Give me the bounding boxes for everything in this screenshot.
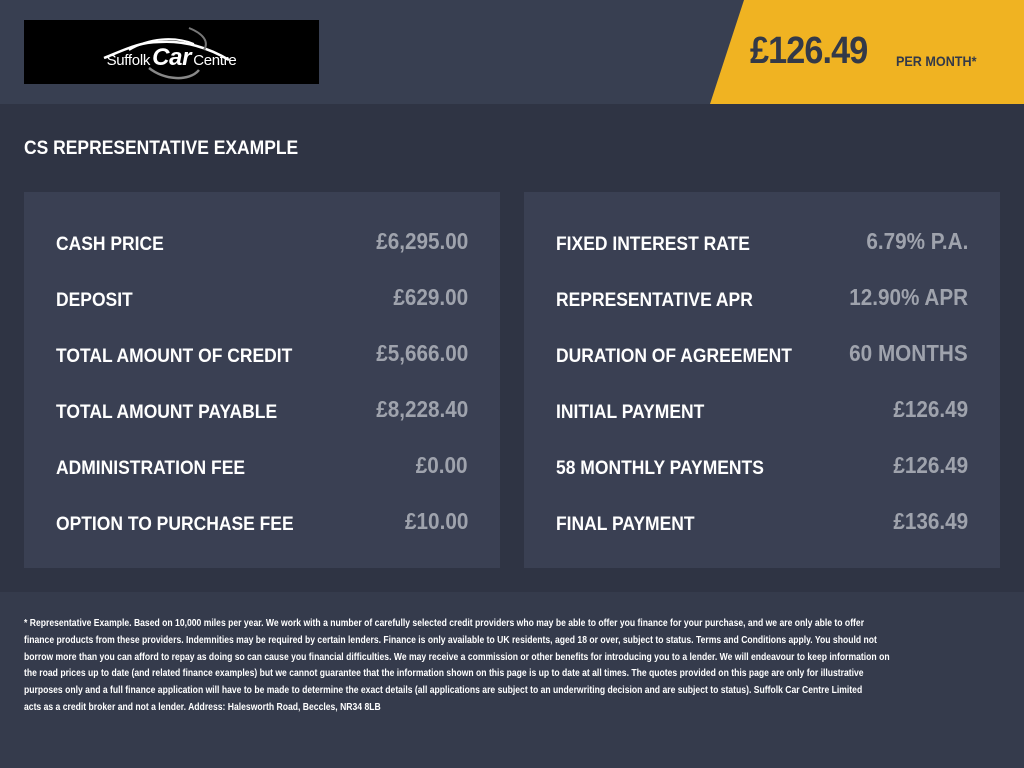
row-value: £5,666.00 xyxy=(375,340,468,366)
disclaimer-line: finance products from these providers. I… xyxy=(24,634,877,646)
row-value: £629.00 xyxy=(393,284,468,310)
monthly-price: £126.49 xyxy=(750,30,868,72)
row-label: TOTAL AMOUNT OF CREDIT xyxy=(56,346,293,367)
logo-text-post: Centre xyxy=(193,52,237,69)
disclaimer-line: borrow more than you can afford to repay… xyxy=(24,651,890,663)
row-value: 6.79% P.A. xyxy=(865,228,968,254)
finance-row: TOTAL AMOUNT OF CREDIT £5,666.00 xyxy=(56,340,468,370)
finance-row: OPTION TO PURCHASE FEE £10.00 xyxy=(56,508,468,538)
finance-row: ADMINISTRATION FEE £0.00 xyxy=(56,452,468,482)
logo-text-pre: Suffolk xyxy=(106,52,151,69)
row-label: INITIAL PAYMENT xyxy=(556,402,705,423)
finance-panel-right: FIXED INTEREST RATE 6.79% P.A. REPRESENTAT… xyxy=(524,192,1000,568)
row-label: FINAL PAYMENT xyxy=(556,514,695,535)
row-label: 58 MONTHLY PAYMENTS xyxy=(556,458,764,479)
disclaimer-line: the road prices up to date (and related … xyxy=(24,668,864,680)
disclaimer-footer: * Representative Example. Based on 10,00… xyxy=(0,592,1024,768)
disclaimer-line: purposes only and a full finance applica… xyxy=(24,685,863,697)
finance-row: CASH PRICE £6,295.00 xyxy=(56,228,468,258)
header: SuffolkCar Centre £126.49 PER MONTH* xyxy=(0,0,1024,104)
row-value: £6,295.00 xyxy=(375,228,468,254)
row-value: £10.00 xyxy=(404,508,468,534)
disclaimer-line: * Representative Example. Based on 10,00… xyxy=(24,618,865,629)
finance-row: REPRESENTATIVE APR 12.90% APR xyxy=(556,284,968,314)
row-label: CASH PRICE xyxy=(56,234,164,255)
finance-row: 58 MONTHLY PAYMENTS £126.49 xyxy=(556,452,968,482)
section-title: CS REPRESENTATIVE EXAMPLE xyxy=(24,138,299,159)
monthly-price-badge: £126.49 PER MONTH* xyxy=(710,0,1024,104)
row-value: 12.90% APR xyxy=(849,284,968,310)
disclaimer-line: acts as a credit broker and not a lender… xyxy=(24,701,381,713)
row-label: ADMINISTRATION FEE xyxy=(56,458,246,479)
finance-row: DEPOSIT £629.00 xyxy=(56,284,468,314)
logo-text: SuffolkCar Centre xyxy=(107,44,237,72)
row-label: DEPOSIT xyxy=(56,290,133,311)
disclaimer-text: * Representative Example. Based on 10,00… xyxy=(24,616,890,717)
finance-row: INITIAL PAYMENT £126.49 xyxy=(556,396,968,426)
logo-text-mid: Car xyxy=(152,44,192,71)
finance-panel-left: CASH PRICE £6,295.00 DEPOSIT £629.00 TOTAL A… xyxy=(24,192,500,568)
row-value: £136.49 xyxy=(893,508,968,534)
row-label: FIXED INTEREST RATE xyxy=(556,234,750,255)
logo[interactable]: SuffolkCar Centre xyxy=(24,20,319,84)
row-value: 60 MONTHS xyxy=(849,340,968,366)
car-swoosh-icon xyxy=(103,27,230,80)
finance-row: TOTAL AMOUNT PAYABLE £8,228.40 xyxy=(56,396,468,426)
finance-row: FINAL PAYMENT £136.49 xyxy=(556,508,968,538)
finance-row: DURATION OF AGREEMENT 60 MONTHS xyxy=(556,340,968,370)
finance-row: FIXED INTEREST RATE 6.79% P.A. xyxy=(556,228,968,258)
row-value: £8,228.40 xyxy=(375,396,468,422)
row-label: OPTION TO PURCHASE FEE xyxy=(56,514,294,535)
row-value: £0.00 xyxy=(416,452,468,478)
row-label: REPRESENTATIVE APR xyxy=(556,290,753,311)
row-label: TOTAL AMOUNT PAYABLE xyxy=(56,402,278,423)
row-label: DURATION OF AGREEMENT xyxy=(556,346,792,367)
row-value: £126.49 xyxy=(893,396,968,422)
row-value: £126.49 xyxy=(893,452,968,478)
per-month-label: PER MONTH* xyxy=(896,53,977,69)
